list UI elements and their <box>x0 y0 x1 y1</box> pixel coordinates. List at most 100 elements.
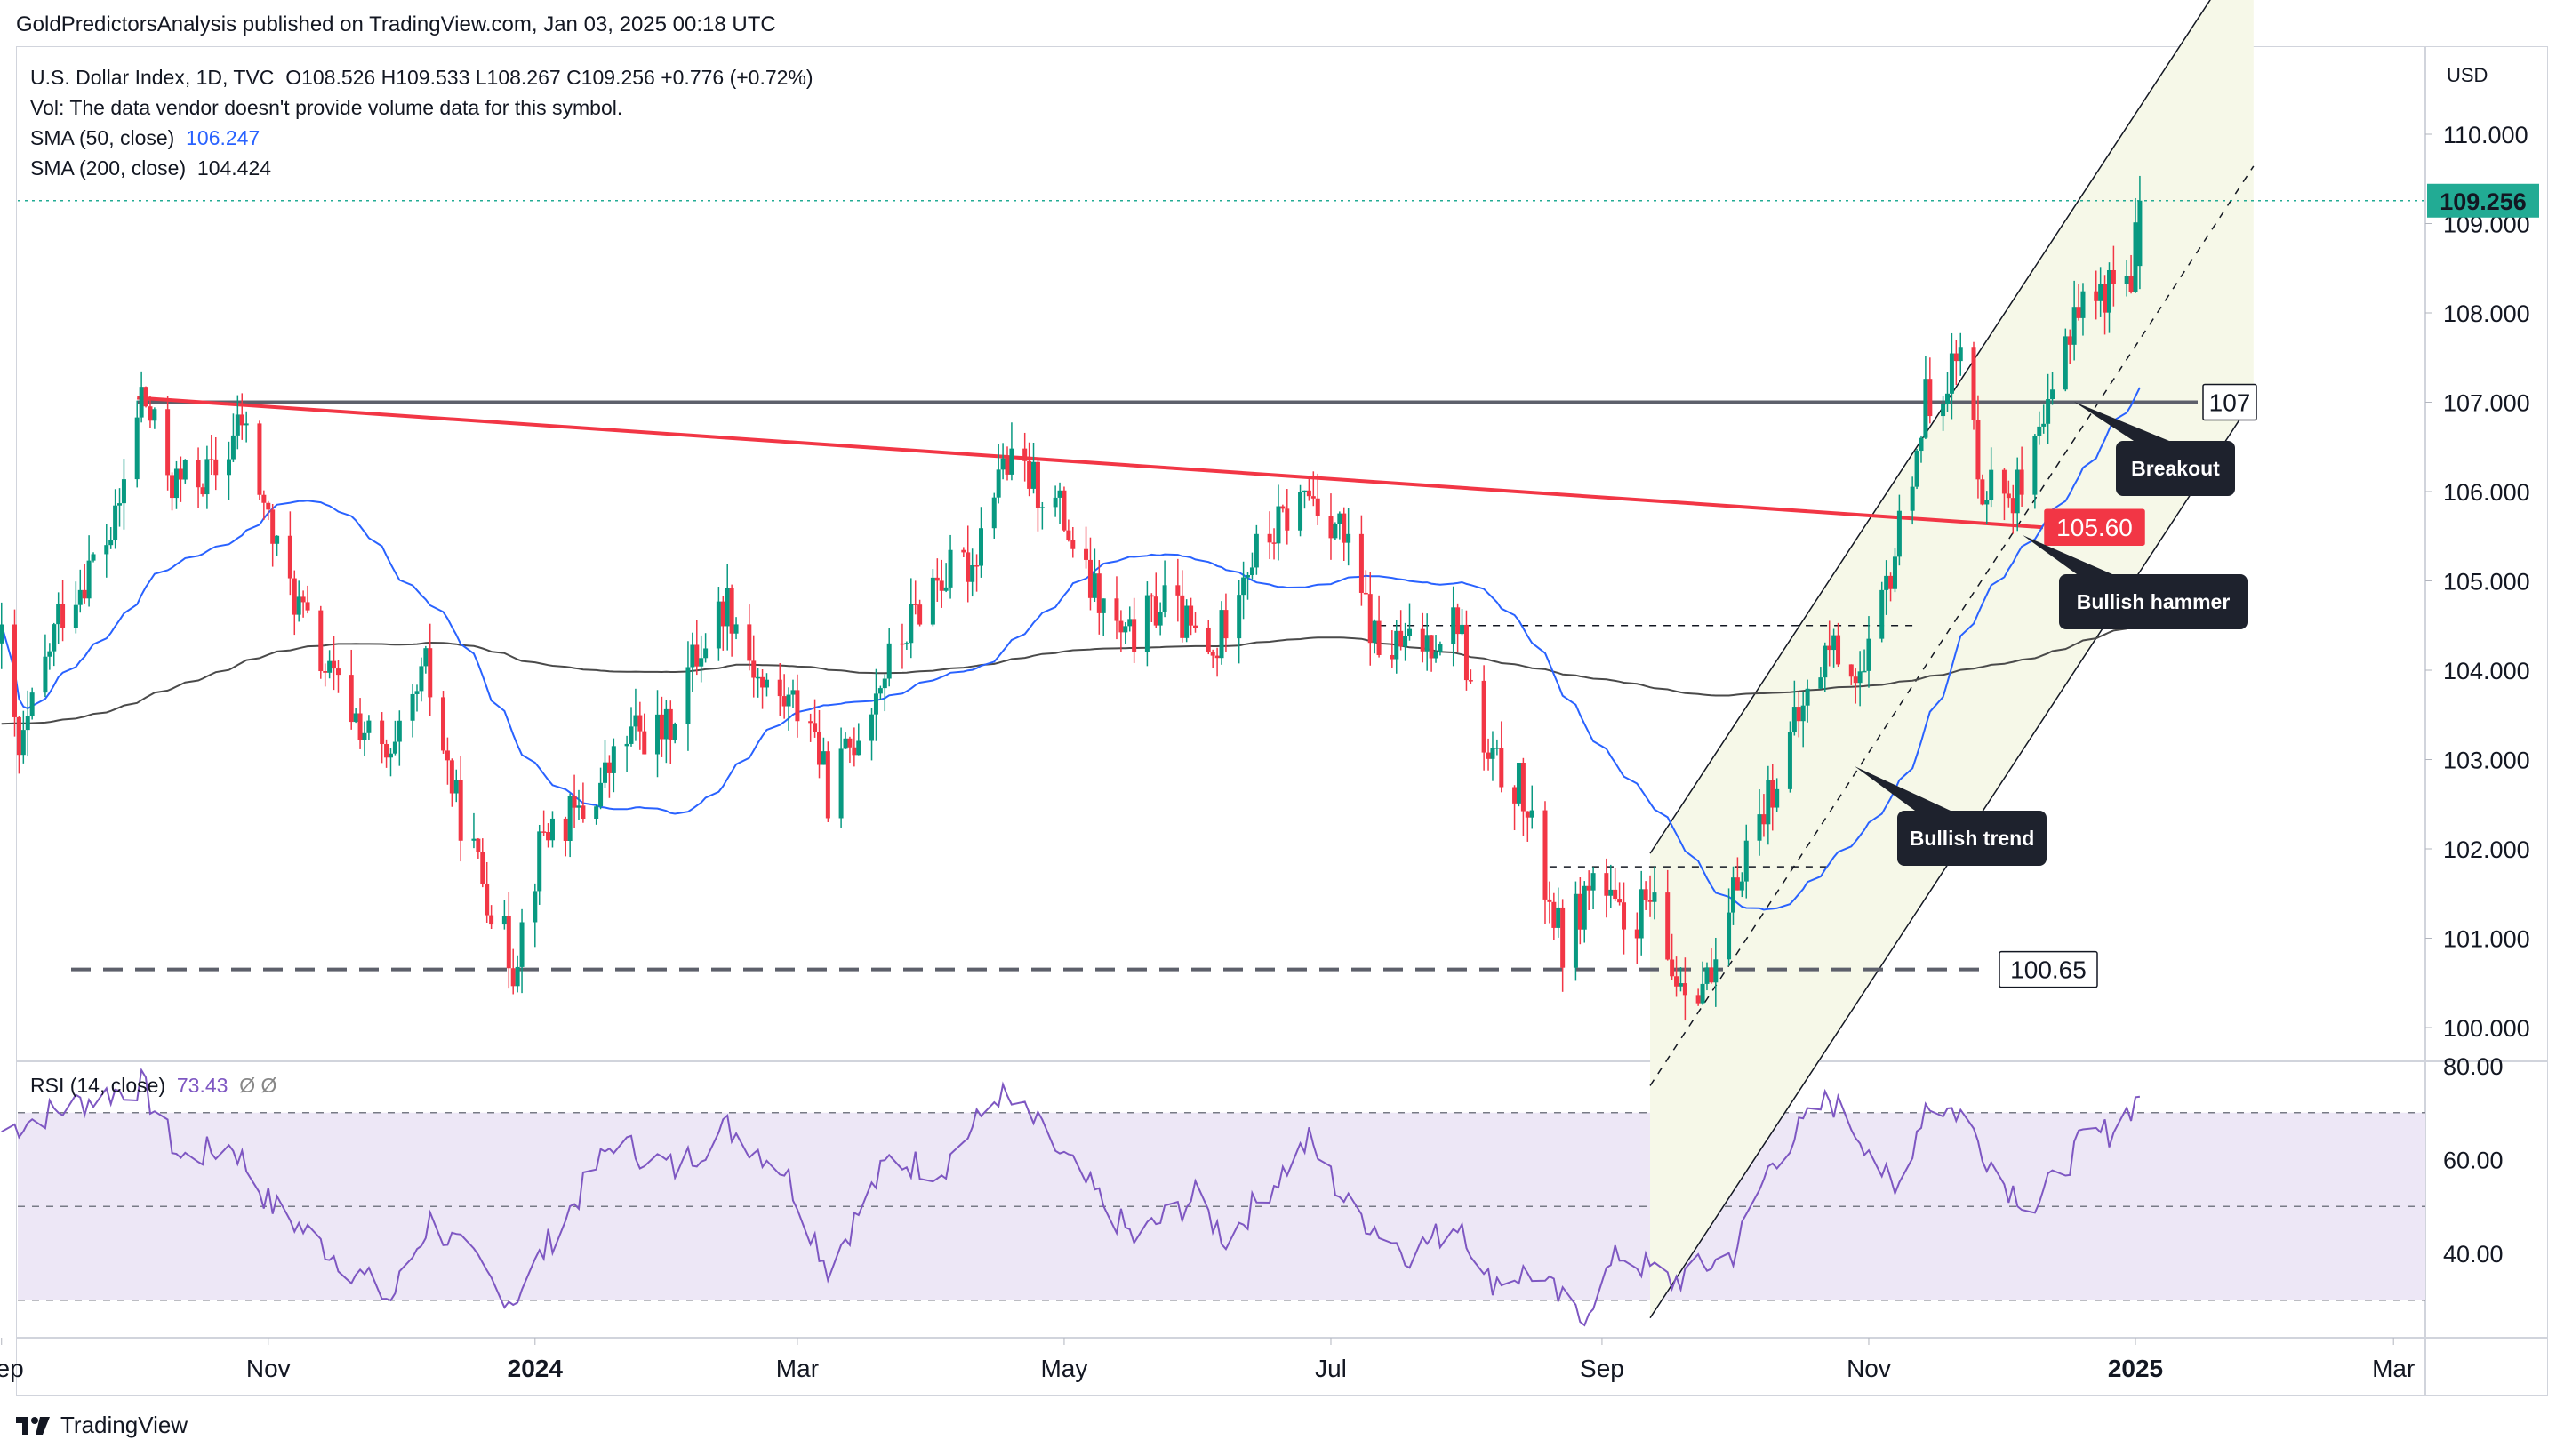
candle-body <box>1053 497 1058 508</box>
candle-body <box>1223 610 1229 639</box>
currency-label[interactable]: USD <box>2447 64 2488 86</box>
candle-body <box>235 414 240 436</box>
candle-body <box>1512 787 1518 804</box>
footer-brand[interactable]: TradingView <box>16 1412 188 1439</box>
candle-body <box>1634 929 1639 939</box>
candle-body <box>2067 336 2072 345</box>
candle-body <box>598 782 604 807</box>
candle-body <box>104 545 109 555</box>
candle-body <box>2133 222 2138 292</box>
candle-body <box>1062 490 1067 531</box>
candle-body <box>917 604 923 625</box>
candle-body <box>2103 284 2108 313</box>
candle-body <box>886 643 892 679</box>
publisher-caption: GoldPredictorsAnalysis published on Trad… <box>16 12 776 36</box>
candle-body <box>366 720 372 733</box>
candle-body <box>549 818 555 841</box>
candle-body <box>978 528 983 566</box>
resistance-label-box <box>2202 383 2257 421</box>
candle-body <box>357 713 363 740</box>
price-tick-label: 101.000 <box>2443 926 2530 953</box>
candle-body <box>733 624 739 634</box>
breakout-note-pointer <box>2074 402 2169 441</box>
candle-body <box>414 691 420 694</box>
candle-body <box>760 676 765 688</box>
candle-body <box>292 578 297 615</box>
candle-body <box>2111 269 2116 284</box>
candle-body <box>1333 524 1338 539</box>
candle-body <box>43 656 48 693</box>
time-tick-label: Mar <box>2372 1355 2415 1382</box>
candle-body <box>1101 598 1106 613</box>
candle-body <box>139 387 144 418</box>
price-tick-label: 103.000 <box>2443 748 2530 774</box>
candle-body <box>148 406 153 421</box>
price-tick-label: 105.000 <box>2443 569 2530 596</box>
candle-body <box>196 460 201 488</box>
candle-body <box>209 459 214 460</box>
candle-body <box>244 423 249 426</box>
candle-body <box>1376 620 1382 655</box>
candle-body <box>1158 612 1163 626</box>
price-tick-label: 110.000 <box>2443 122 2528 148</box>
candle-body <box>633 715 638 727</box>
candle-body <box>362 732 367 740</box>
bullish-hammer-note-pointer <box>2023 535 2112 574</box>
candle-body <box>20 730 26 756</box>
candle-body <box>541 831 547 833</box>
candle-body <box>1896 510 1902 557</box>
candle-body <box>1193 625 1198 628</box>
candle-body <box>270 509 276 544</box>
candle-body <box>173 468 179 499</box>
candle-body <box>1463 624 1469 681</box>
candle-body <box>1499 748 1504 788</box>
candle-body <box>1613 889 1618 900</box>
candle-body <box>795 690 800 722</box>
candle-body <box>873 693 878 715</box>
candle-body <box>1420 628 1425 652</box>
candle-body <box>388 753 393 758</box>
candle-body <box>1923 379 1928 438</box>
candle-body <box>25 716 30 731</box>
candle-body <box>1980 479 1985 505</box>
rsi-legend: RSI (14, close) 73.43 Ø Ø <box>30 1074 276 1098</box>
candle-body <box>353 713 358 723</box>
candle-body <box>930 577 935 625</box>
candle-body <box>1573 893 1578 968</box>
candle-body <box>974 565 980 567</box>
candle-body <box>1022 448 1028 461</box>
time-tick-label: 2024 <box>508 1355 564 1382</box>
candle-body <box>1027 460 1032 489</box>
candle-body <box>1206 627 1211 652</box>
candle-body <box>624 743 629 747</box>
candle-body <box>1805 688 1810 706</box>
candle-body <box>991 497 997 529</box>
candle-body <box>0 624 4 644</box>
breakout-note: Breakout <box>2131 457 2220 480</box>
candle-body <box>572 796 577 808</box>
candle-body <box>1123 626 1128 633</box>
candle-body <box>1914 451 1919 487</box>
footer-brand-label: TradingView <box>60 1412 188 1438</box>
candle-body <box>1888 575 1894 589</box>
candle-body <box>939 580 944 591</box>
trendline-label: 105.60 <box>2056 514 2133 541</box>
candle-body <box>1249 567 1254 576</box>
candle-body <box>1460 624 1465 635</box>
candle-body <box>581 805 586 819</box>
candle-body <box>1709 967 1714 983</box>
candle-body <box>1608 889 1614 896</box>
candle-body <box>1775 788 1780 808</box>
candle-body <box>2094 291 2099 301</box>
candle-body <box>113 505 118 540</box>
candle-body <box>1735 877 1740 891</box>
candle-body <box>1643 889 1648 900</box>
price-tick-label: 102.000 <box>2443 836 2530 863</box>
candle-body <box>1372 620 1377 644</box>
candle-body <box>909 604 914 644</box>
candle-body <box>1945 393 1951 404</box>
time-tick-label: Sep <box>0 1355 24 1382</box>
candle-body <box>1862 670 1867 673</box>
candle-body <box>410 693 415 721</box>
